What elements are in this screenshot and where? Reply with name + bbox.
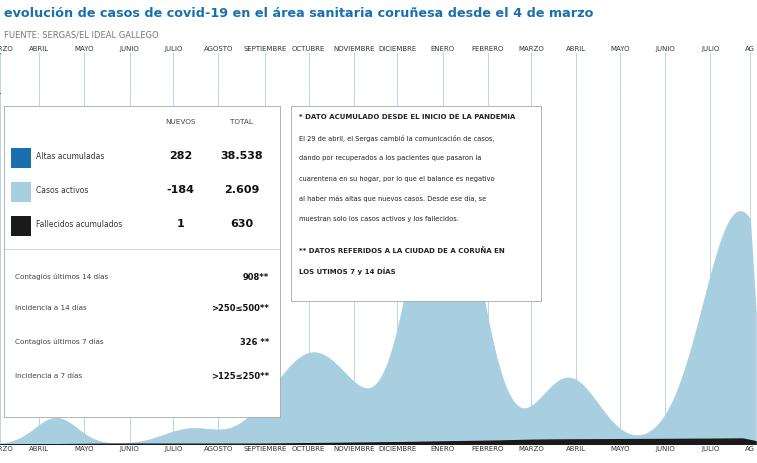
Text: FUENTE: SERGAS/EL IDEAL GALLEGO: FUENTE: SERGAS/EL IDEAL GALLEGO bbox=[4, 30, 158, 39]
Text: dando por recuperados a los pacientes que pasaron la: dando por recuperados a los pacientes qu… bbox=[299, 155, 481, 161]
Text: 38.538: 38.538 bbox=[220, 151, 263, 161]
Text: NUEVOS: NUEVOS bbox=[165, 119, 196, 125]
Bar bbox=[11, 148, 31, 168]
Text: 2.609: 2.609 bbox=[224, 185, 259, 195]
Text: Altas acumuladas: Altas acumuladas bbox=[36, 151, 104, 161]
Text: >250≤500**: >250≤500** bbox=[211, 304, 269, 313]
Text: 282: 282 bbox=[169, 151, 192, 161]
Text: muestran solo los casos activos y los fallecidos.: muestran solo los casos activos y los fa… bbox=[299, 216, 459, 222]
Text: Contagios últimos 14 días: Contagios últimos 14 días bbox=[15, 274, 108, 281]
Text: * DATO ACUMULADO DESDE EL INICIO DE LA PANDEMIA: * DATO ACUMULADO DESDE EL INICIO DE LA P… bbox=[299, 114, 516, 120]
Text: Incidencia a 7 días: Incidencia a 7 días bbox=[15, 373, 82, 379]
Text: El 29 de abril, el Sergas cambió la comunicación de casos,: El 29 de abril, el Sergas cambió la comu… bbox=[299, 135, 494, 142]
Text: LOS ÚTIMOS 7 y 14 DÍAS: LOS ÚTIMOS 7 y 14 DÍAS bbox=[299, 268, 396, 275]
Text: >125≤250**: >125≤250** bbox=[211, 372, 269, 381]
Text: 630: 630 bbox=[230, 219, 253, 229]
Text: 326 **: 326 ** bbox=[240, 338, 269, 347]
Text: Contagios últimos 7 días: Contagios últimos 7 días bbox=[15, 339, 104, 345]
Text: Fallecidos acumulados: Fallecidos acumulados bbox=[36, 220, 122, 229]
Text: TOTAL: TOTAL bbox=[230, 119, 253, 125]
Text: Casos activos: Casos activos bbox=[36, 186, 88, 195]
Text: 908**: 908** bbox=[243, 273, 269, 282]
Text: 1: 1 bbox=[176, 219, 185, 229]
Bar bbox=[11, 182, 31, 202]
Text: ** DATOS REFERIDOS A LA CIUDAD DE A CORUÑA EN: ** DATOS REFERIDOS A LA CIUDAD DE A CORU… bbox=[299, 247, 505, 254]
Text: -184: -184 bbox=[167, 185, 195, 195]
Text: al haber más altas que nuevos casos. Desde ese día, se: al haber más altas que nuevos casos. Des… bbox=[299, 196, 486, 202]
Bar bbox=[11, 216, 31, 236]
Text: evolución de casos de covid-19 en el área sanitaria coruñesa desde el 4 de marzo: evolución de casos de covid-19 en el áre… bbox=[4, 7, 593, 20]
Text: cuarentena en su hogar, por lo que el balance es negativo: cuarentena en su hogar, por lo que el ba… bbox=[299, 175, 494, 181]
Text: Incidencia a 14 días: Incidencia a 14 días bbox=[15, 305, 86, 311]
